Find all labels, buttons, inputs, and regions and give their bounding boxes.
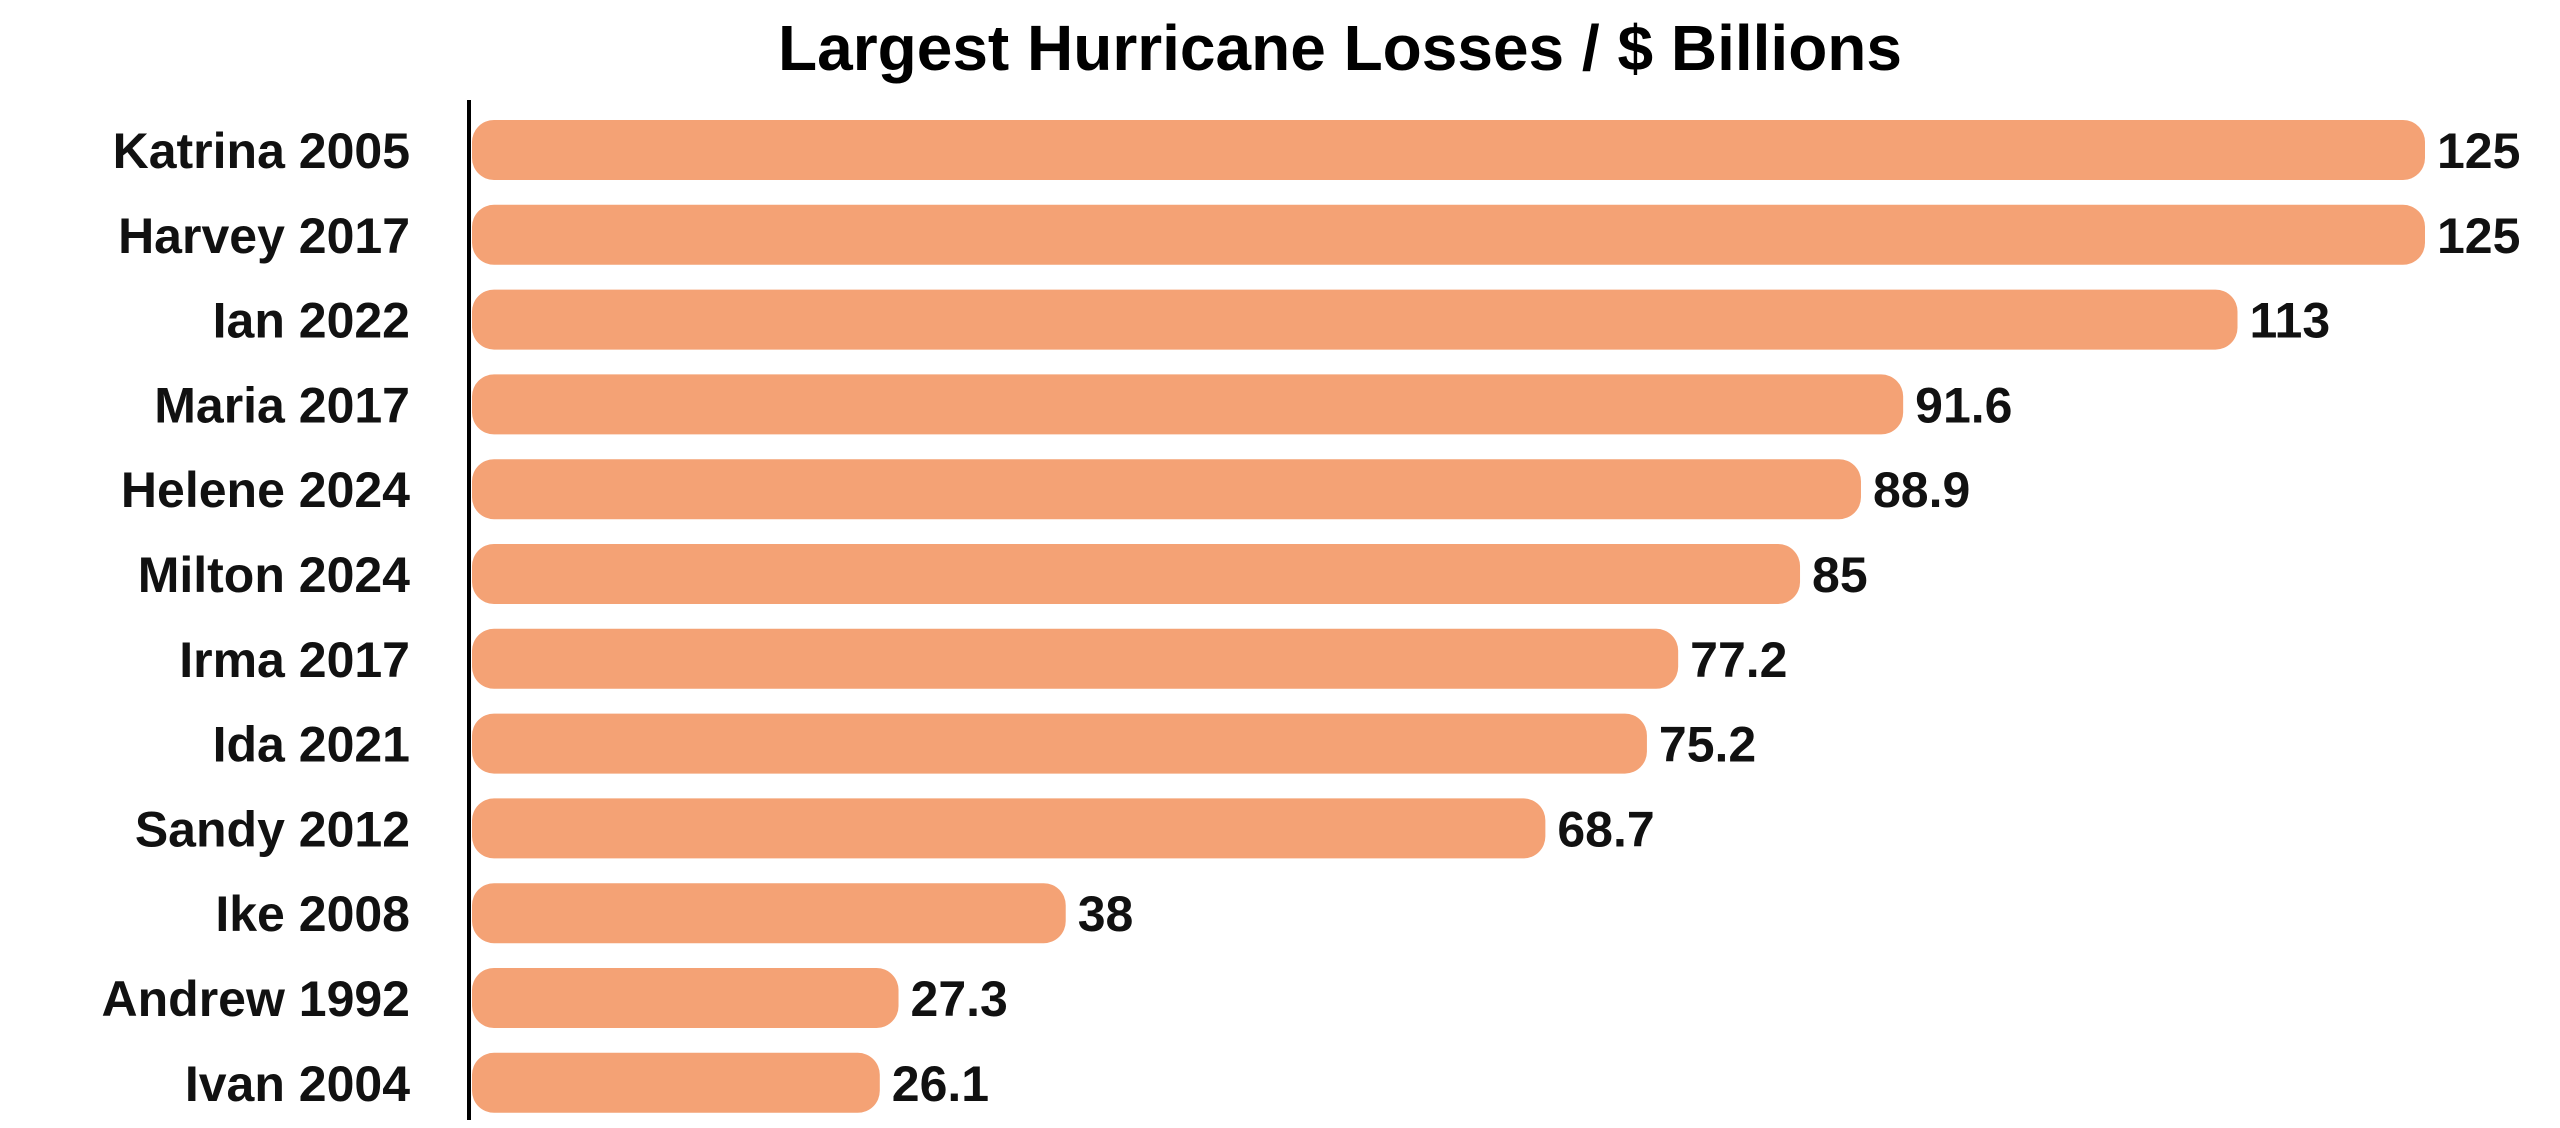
chart-title: Largest Hurricane Losses / $ Billions [778, 12, 1902, 84]
data-label: 125 [2437, 123, 2520, 179]
category-label: Sandy 2012 [135, 801, 410, 857]
bar [472, 374, 1904, 435]
category-label: Maria 2017 [154, 377, 410, 433]
category-label: Ida 2021 [213, 717, 410, 773]
category-label: Helene 2024 [121, 462, 410, 518]
category-label: Katrina 2005 [113, 123, 410, 179]
bars-group [472, 120, 2425, 1113]
category-label: Ian 2022 [213, 293, 410, 349]
bar [472, 1052, 880, 1113]
bar [472, 289, 2238, 350]
bar [472, 968, 899, 1028]
data-label: 88.9 [1873, 462, 1970, 518]
data-label: 27.3 [911, 971, 1008, 1027]
data-label: 68.7 [1557, 801, 1654, 857]
category-label: Ivan 2004 [185, 1056, 410, 1112]
data-label: 113 [2250, 293, 2331, 349]
data-label: 91.6 [1915, 377, 2012, 433]
bar [472, 120, 2425, 180]
value-labels: 125 125 113 91.6 88.985 77.2 75.268.7 38 27.3 26.… [892, 123, 2521, 1112]
bar [472, 204, 2425, 265]
category-label: Andrew 1992 [102, 971, 410, 1027]
category-label: Ike 2008 [215, 886, 410, 942]
category-labels: Katrina 2005 Harvey 2017 Ian 2022 Maria 201… [102, 123, 411, 1112]
bar [472, 883, 1066, 944]
bar [472, 459, 1861, 520]
data-label: 125 [2437, 208, 2520, 264]
data-label: 26.1 [892, 1056, 989, 1112]
category-label: Harvey 2017 [118, 208, 410, 264]
category-label: Irma 2017 [179, 632, 410, 688]
bar [472, 713, 1647, 774]
category-label: Milton 2024 [138, 547, 410, 603]
bar [472, 628, 1679, 689]
data-label: 38 [1078, 886, 1134, 942]
data-label: 85 [1812, 547, 1868, 603]
data-label: 75.2 [1659, 717, 1756, 773]
bar [472, 544, 1801, 604]
data-label: 77.2 [1690, 632, 1787, 688]
bar [472, 798, 1546, 859]
